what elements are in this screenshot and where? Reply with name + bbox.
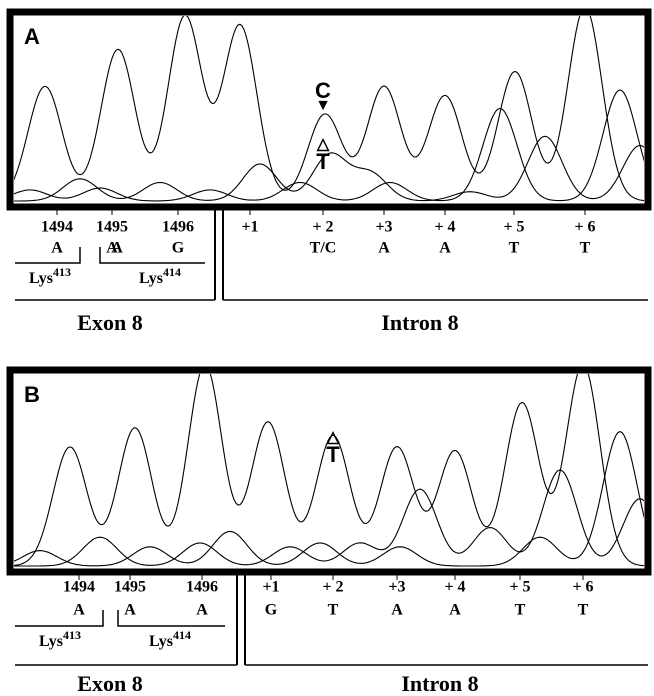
position-base: T [509, 240, 520, 257]
region-label: Intron 8 [401, 671, 478, 696]
position-base: A [449, 602, 461, 619]
position-base: A [124, 602, 136, 619]
position-number: + 2 [312, 219, 333, 236]
position-base: A [51, 240, 63, 257]
marker-base: T [316, 149, 330, 174]
position-base: T [328, 602, 339, 619]
region-label: Intron 8 [381, 310, 458, 335]
position-base: A [73, 602, 85, 619]
marker-base: C [315, 78, 331, 103]
position-number: + 5 [503, 219, 524, 236]
codon-bracket [15, 610, 103, 626]
position-base: A [111, 240, 123, 257]
position-number: 1496 [162, 219, 194, 236]
codon-label: Lys413 [39, 628, 81, 650]
codon-number: 413 [63, 628, 81, 642]
position-base: A [196, 602, 208, 619]
codon-name: Lys [39, 633, 63, 650]
codon-label: Lys414 [139, 265, 181, 287]
position-number: 1495 [114, 579, 146, 596]
position-base: A [439, 240, 451, 257]
position-number: 1494 [63, 579, 95, 596]
codon-bracket [15, 247, 80, 263]
position-base: T [578, 602, 589, 619]
position-number: +1 [241, 219, 258, 236]
position-number: + 6 [572, 579, 593, 596]
position-number: 1495 [96, 219, 128, 236]
codon-label: Lys414 [149, 628, 191, 650]
panel-label: A [24, 24, 40, 49]
codon-number: 414 [173, 628, 191, 642]
trace [10, 470, 648, 566]
position-base: T/C [310, 240, 337, 257]
region-label: Exon 8 [77, 671, 142, 696]
position-base: T [580, 240, 591, 257]
position-base: T [515, 602, 526, 619]
position-number: +3 [375, 219, 392, 236]
position-number: + 2 [322, 579, 343, 596]
position-number: + 4 [444, 579, 465, 596]
position-base: G [172, 240, 185, 257]
panel-label: B [24, 382, 40, 407]
codon-name: Lys [149, 633, 173, 650]
position-base: A [391, 602, 403, 619]
codon-label: Lys413 [29, 265, 71, 287]
position-base: A [378, 240, 390, 257]
frame [10, 370, 648, 572]
position-number: 1494 [41, 219, 73, 236]
marker-base: T [326, 442, 340, 467]
position-number: +3 [388, 579, 405, 596]
codon-name: Lys [29, 270, 53, 287]
position-number: 1496 [186, 579, 218, 596]
figure: A▼C△T1494A1495A1496A+1G+ 2T/C+3A+ 4A+ 5T… [0, 0, 654, 696]
position-number: + 6 [574, 219, 595, 236]
codon-number: 413 [53, 265, 71, 279]
position-base: G [265, 602, 278, 619]
codon-number: 414 [163, 265, 181, 279]
codon-name: Lys [139, 270, 163, 287]
position-number: + 4 [434, 219, 455, 236]
position-number: +1 [262, 579, 279, 596]
region-label: Exon 8 [77, 310, 142, 335]
position-number: + 5 [509, 579, 530, 596]
